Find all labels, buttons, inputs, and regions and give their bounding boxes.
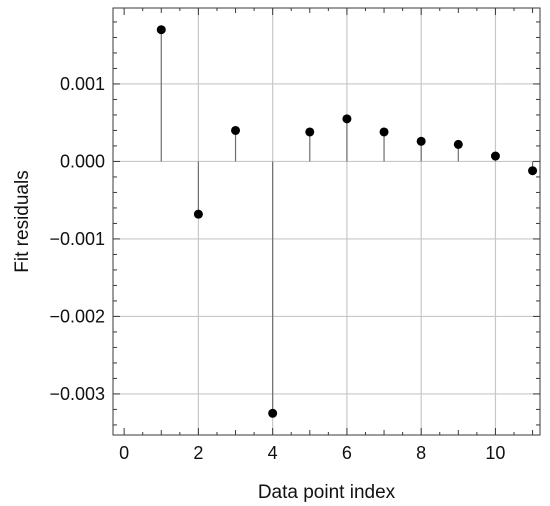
data-point (490, 151, 500, 161)
y-axis-title: Fit residuals (12, 170, 33, 272)
y-tick-label: −0.003 (49, 384, 105, 404)
data-point (342, 114, 352, 124)
x-tick-label: 6 (342, 443, 352, 463)
x-tick-label: 8 (416, 443, 426, 463)
y-tick-label: 0.000 (60, 151, 105, 171)
x-tick-label: 10 (485, 443, 505, 463)
data-point (231, 125, 241, 135)
data-point (268, 408, 278, 418)
data-points (156, 25, 538, 418)
x-tick-label: 0 (119, 443, 129, 463)
y-tick-label: −0.002 (49, 306, 105, 326)
x-tick-label: 2 (193, 443, 203, 463)
data-point (379, 127, 389, 137)
x-axis-title: Data point index (258, 482, 396, 503)
data-point (305, 127, 315, 137)
data-point (416, 136, 426, 146)
data-point (453, 139, 463, 149)
data-point (156, 25, 166, 35)
y-tick-label: −0.001 (49, 229, 105, 249)
data-point (528, 166, 538, 176)
stem-lines (160, 29, 534, 414)
y-tick-label: 0.001 (60, 74, 105, 94)
plot-frame (112, 7, 541, 436)
axis-ticks: 0 2 4 6 8 10 0.001 0.000 −0.001 −0.002 −0.003 (49, 8, 540, 463)
grid-lines (113, 8, 540, 435)
x-tick-label: 4 (268, 443, 278, 463)
data-point (193, 209, 203, 219)
